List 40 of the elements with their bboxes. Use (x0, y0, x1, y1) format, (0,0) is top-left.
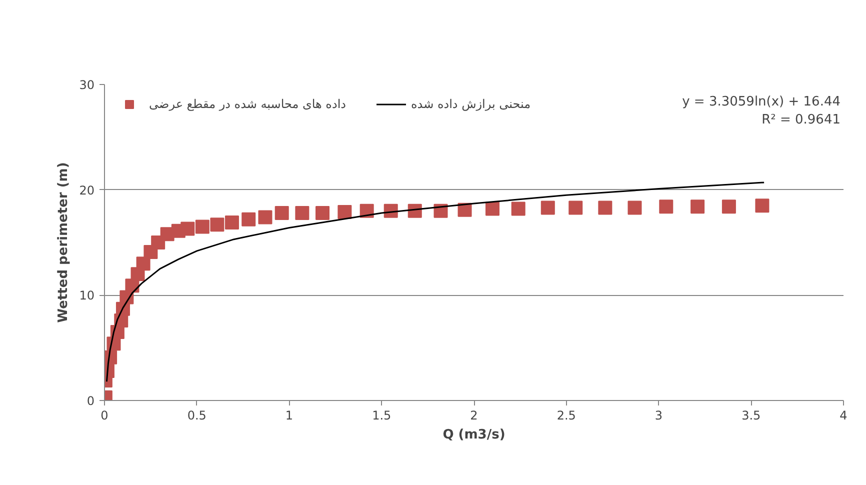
legend-label: داده های محاسبه شده در مقطع عرضی (149, 97, 346, 111)
point (136, 256, 150, 271)
legend-label: منحنی برازش داده شده (411, 97, 531, 111)
point (628, 200, 642, 215)
point (316, 206, 330, 220)
point (722, 200, 736, 214)
point (224, 215, 239, 230)
x-axis-title: Q (m3/s) (442, 428, 506, 442)
point (338, 204, 352, 219)
x-tick-label: 2 (470, 408, 478, 422)
x-tick-label: 0.5 (187, 408, 206, 422)
x-tick-label: 0 (100, 408, 108, 422)
point (274, 206, 289, 220)
point (180, 222, 195, 236)
x-tick-label: 2.5 (556, 408, 576, 422)
y-tick-label: 20 (79, 183, 95, 198)
point (195, 220, 210, 234)
point (540, 200, 555, 215)
x-tick-label: 4 (840, 408, 848, 422)
point (598, 200, 612, 215)
x-tick-label: 3 (654, 408, 663, 422)
point (690, 200, 705, 214)
y-tick-label: 0 (86, 394, 95, 408)
y-axis-title: Wetted perimeter (m) (56, 162, 72, 323)
annotation: R² = 0.9641 (762, 112, 840, 128)
point (295, 206, 310, 220)
x-tick-label: 1 (285, 408, 294, 422)
point (210, 218, 224, 232)
y-tick-label: 10 (79, 288, 95, 303)
y-tick-label: 30 (79, 78, 95, 92)
point (659, 200, 674, 214)
point (755, 198, 770, 213)
point (568, 200, 583, 215)
point (242, 212, 256, 226)
annotation: y = 3.3059ln(x) + 16.44 (682, 94, 841, 110)
point (258, 210, 272, 224)
point (511, 202, 526, 216)
point (485, 202, 500, 216)
x-tick-label: 1.5 (372, 408, 392, 422)
x-tick-label: 3.5 (742, 408, 761, 422)
